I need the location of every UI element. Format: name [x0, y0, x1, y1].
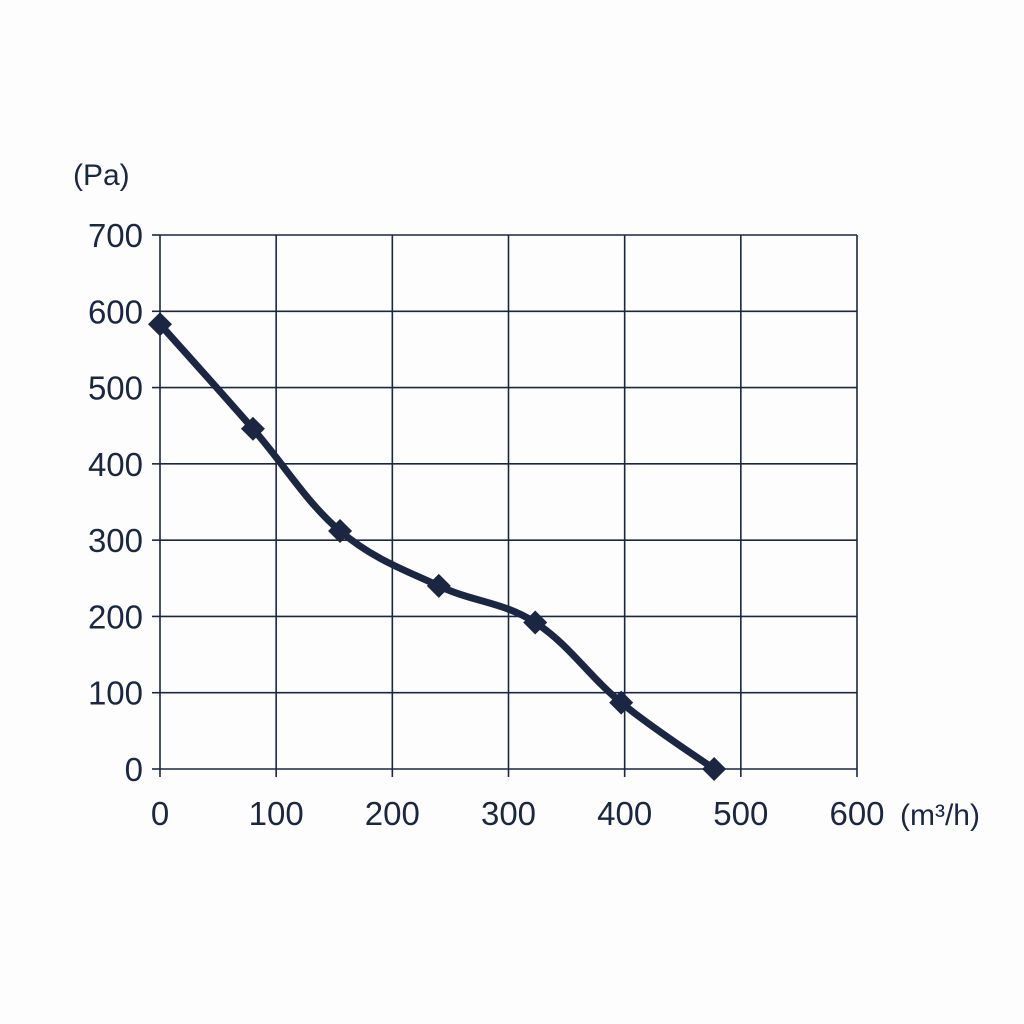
x-tick-label: 0: [151, 795, 169, 832]
y-tick-labels: 0 100 200 300 400 500 600 700: [88, 217, 143, 788]
x-axis-label: (m³/h): [900, 799, 980, 832]
y-tick-label: 100: [88, 675, 143, 712]
x-tick-label: 100: [249, 795, 304, 832]
data-point-marker: [702, 757, 727, 781]
y-axis-label: (Pa): [73, 159, 130, 192]
x-tick-label: 300: [481, 795, 536, 832]
y-tick-label: 700: [88, 217, 143, 254]
y-tick-label: 600: [88, 293, 143, 330]
x-tick-label: 500: [713, 795, 768, 832]
x-tick-label: 400: [597, 795, 652, 832]
y-tick-label: 0: [125, 751, 143, 788]
y-tick-label: 200: [88, 598, 143, 635]
data-point-marker: [609, 690, 634, 715]
y-tick-label: 400: [88, 446, 143, 483]
axis-ticks: [152, 234, 858, 777]
y-tick-label: 300: [88, 522, 143, 559]
data-point-marker: [328, 518, 353, 543]
series-group: [148, 312, 727, 781]
data-point-marker: [523, 610, 548, 635]
x-tick-label: 200: [365, 795, 420, 832]
data-point-marker: [240, 416, 265, 441]
x-tick-labels: 0 100 200 300 400 500 600: [151, 795, 885, 832]
data-point-marker: [426, 573, 451, 598]
x-tick-label: 600: [829, 795, 884, 832]
y-tick-label: 500: [88, 370, 143, 407]
data-point-marker: [148, 312, 172, 337]
chart-grid: [159, 234, 858, 770]
